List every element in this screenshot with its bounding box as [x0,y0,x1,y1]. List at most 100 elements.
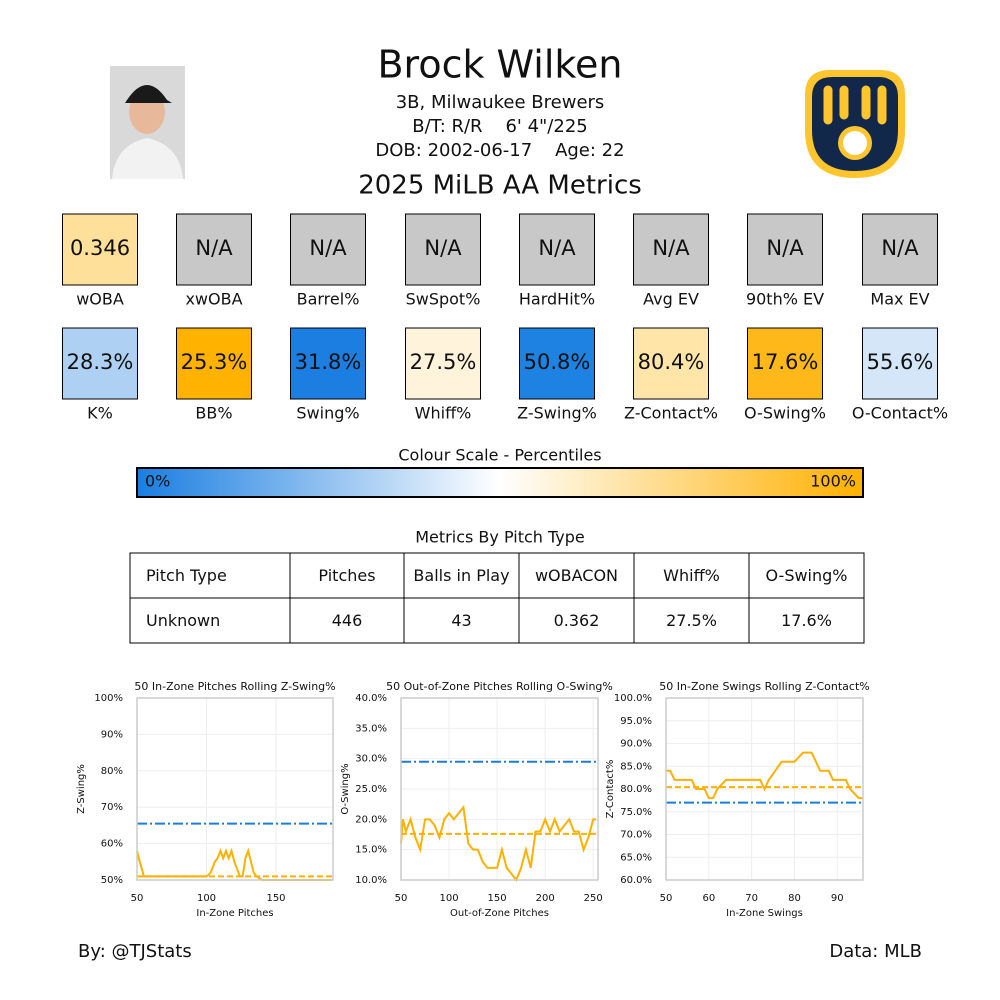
footer-left: By: @TJStats [78,941,192,962]
table-header: Pitches [318,566,375,585]
metric-box [405,327,481,400]
colour-scale [136,467,864,498]
metric-label: HardHit% [519,290,595,309]
y-tick-label: 100.0% [614,693,652,704]
table-header: Balls in Play [413,566,509,585]
metric-box [62,327,138,400]
metric-box [176,213,252,286]
metric-label: Avg EV [643,290,699,309]
y-tick-label: 60% [101,839,123,850]
x-tick-label: 150 [488,893,507,904]
y-tick-label: 95.0% [620,716,652,727]
y-tick-label: 30.0% [355,754,387,765]
metric-box [747,327,823,400]
scale-title: Colour Scale - Percentiles [398,446,601,465]
metric-label: 90th% EV [746,290,824,309]
metric-box [290,327,366,400]
metric-box [519,213,595,286]
x-tick-label: 100 [197,893,216,904]
metric-box [176,327,252,400]
metric-label: Swing% [296,404,359,423]
metric-label: BB% [195,404,232,423]
metric-value: 50.8% [524,350,591,374]
player-dob: DOB: 2002-06-17 Age: 22 [375,140,624,161]
table-cell: 43 [451,611,471,630]
metric-box [405,213,481,286]
table-header: O-Swing% [766,566,848,585]
player-position: 3B, Milwaukee Brewers [396,92,605,113]
metric-value: 27.5% [410,350,477,374]
y-tick-label: 90% [101,729,123,740]
chart-title: 50 In-Zone Swings Rolling Z-Contact% [659,680,869,693]
x-tick-label: 90 [831,893,844,904]
footer-right: Data: MLB [829,941,922,962]
y-tick-label: 25.0% [355,784,387,795]
y-tick-label: 100% [94,693,123,704]
metric-label: Z-Swing% [517,404,597,423]
metric-label: O-Contact% [852,404,948,423]
y-tick-label: 60.0% [620,875,652,886]
metric-box [862,327,938,400]
metric-value: N/A [195,236,233,260]
y-tick-label: 65.0% [620,852,652,863]
x-tick-label: 50 [660,893,673,904]
metric-value: 80.4% [638,350,705,374]
x-tick-label: 100 [440,893,459,904]
metric-box [633,327,709,400]
metric-label: Barrel% [297,290,360,309]
y-tick-label: 40.0% [355,693,387,704]
chart-title: 50 In-Zone Pitches Rolling Z-Swing% [134,680,335,693]
metric-value: 31.8% [295,350,362,374]
y-tick-label: 90.0% [620,739,652,750]
player-bio: B/T: R/R 6' 4"/225 [412,116,587,137]
plot-frame [136,697,334,881]
metric-label: Whiff% [415,404,472,423]
data-line [666,751,863,800]
metric-value: N/A [424,236,462,260]
y-tick-label: 75.0% [620,807,652,818]
y-tick-label: 85.0% [620,761,652,772]
x-tick-label: 250 [584,893,603,904]
metric-value: 28.3% [67,350,134,374]
y-tick-label: 70% [101,802,123,813]
metric-box [62,213,138,286]
y-tick-label: 80.0% [620,784,652,795]
table-cell: Unknown [146,611,220,630]
player-name: Brock Wilken [377,43,622,87]
table-cell: 17.6% [781,611,832,630]
table-title: Metrics By Pitch Type [415,528,584,547]
scale-min: 0% [145,472,170,491]
plot-frame [665,697,864,881]
chart-title: 50 Out-of-Zone Pitches Rolling O-Swing% [386,680,613,693]
metric-value: N/A [309,236,347,260]
x-tick-label: 80 [788,893,801,904]
metric-label: Z-Contact% [624,404,718,423]
metric-label: wOBA [76,290,124,309]
y-tick-label: 70.0% [620,830,652,841]
metric-value: N/A [766,236,804,260]
metric-value: 55.6% [867,350,934,374]
y-tick-label: 10.0% [355,875,387,886]
data-line [400,804,597,882]
y-tick-label: 80% [101,766,123,777]
x-tick-label: 50 [131,893,144,904]
table-header: Whiff% [663,566,720,585]
subtitle: 2025 MiLB AA Metrics [358,171,642,201]
metric-label: K% [87,404,113,423]
table-cell: 446 [332,611,363,630]
metric-box [290,213,366,286]
x-axis-label: In-Zone Swings [726,908,803,919]
metric-value: 25.3% [181,350,248,374]
metric-label: Max EV [870,290,929,309]
x-tick-label: 70 [745,893,758,904]
y-tick-label: 20.0% [355,814,387,825]
metric-value: N/A [652,236,690,260]
y-axis-label: O-Swing% [340,763,351,814]
table-cell: 0.362 [554,611,600,630]
metric-value: N/A [538,236,576,260]
team-logo [805,70,905,178]
metric-value: 0.346 [70,236,130,260]
x-tick-label: 50 [395,893,408,904]
y-axis-label: Z-Swing% [76,764,87,814]
